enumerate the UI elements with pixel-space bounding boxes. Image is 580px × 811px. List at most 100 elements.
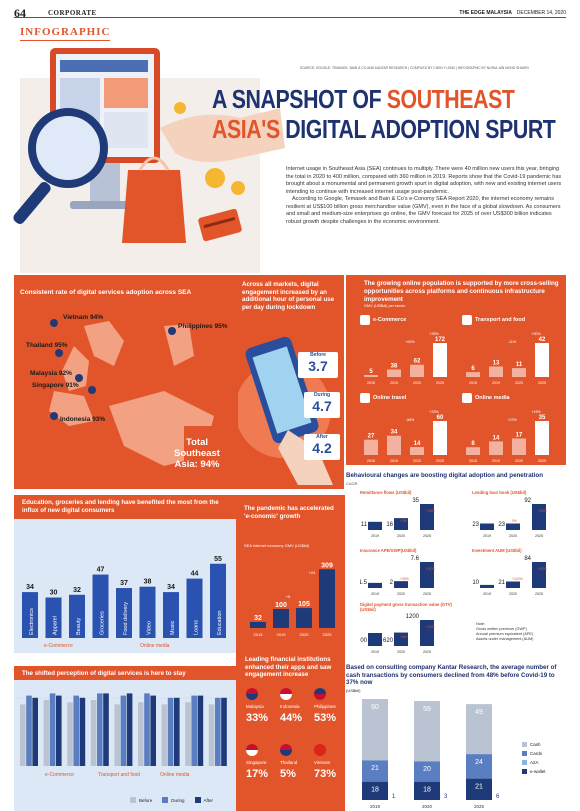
- shifted-title: The shifted perception of digital servic…: [22, 670, 186, 677]
- behaviour-card: Insurance APE/GWP(US$bil) 1.5 2019 2 2020 7.6…: [360, 548, 456, 600]
- sector-value: 14: [493, 435, 500, 441]
- economy-value: 309: [321, 562, 333, 569]
- main-title: A SNAPSHOT OF SOUTHEAST ASIA'S DIGITAL A…: [212, 84, 556, 144]
- financial-country: Philippines: [314, 704, 336, 709]
- shifted-bar: [32, 697, 38, 766]
- financial-value: 44%: [280, 712, 303, 724]
- total-sea: Total Southeast Asia: 94%: [158, 437, 236, 470]
- education-bar: [69, 594, 85, 638]
- legend-swatch: [522, 751, 527, 756]
- shifted-group: e-Commerce: [45, 772, 74, 778]
- sector-change: -58%: [406, 418, 415, 422]
- education-category: Education: [217, 611, 223, 635]
- sector-year: 2025: [436, 459, 444, 463]
- flag-stripe: [280, 688, 292, 694]
- sector-year: 2025: [436, 381, 444, 385]
- education-value: 34: [26, 584, 34, 591]
- behaviour-value: 23: [472, 522, 479, 528]
- intro-paragraph: Internet usage in Southeast Asia (SEA) c…: [286, 166, 562, 195]
- sector-icon: [360, 315, 370, 325]
- behaviour-value: 21: [498, 580, 505, 586]
- kantar-value: 20: [423, 766, 431, 773]
- shifted-legend: Before During After: [130, 797, 234, 803]
- shifted-bar: [161, 704, 168, 766]
- sector-year: 2020: [413, 381, 421, 385]
- sector-value: 27: [368, 434, 375, 440]
- shifted-bar: [197, 695, 204, 766]
- behaviour-year: 2019: [483, 592, 491, 596]
- behaviour-bar: [532, 562, 546, 588]
- total-line: Total: [186, 437, 208, 448]
- sector-year: 2025: [538, 459, 546, 463]
- shifted-bar: [26, 695, 32, 766]
- country-vietnam: Vietnam 94%: [63, 314, 103, 321]
- flag-stripe: [246, 694, 258, 700]
- sector-year: 2019: [390, 381, 398, 385]
- hero-illustration: [13, 48, 285, 273]
- sector-value: 8: [471, 441, 475, 447]
- flag-stripe: [280, 750, 292, 756]
- sector-card: Online media 8 2015 14 2019 17 2020 35 2025 +22% +…: [462, 391, 562, 465]
- behaviour-year: 2025: [535, 592, 543, 596]
- hours-value: 3.7: [308, 358, 328, 374]
- sector-chart: 6 2015 13 2019 11 2020 42 2025 -11% +30%: [466, 332, 549, 385]
- flag-stripe: [246, 744, 258, 750]
- kantar-value: 18: [423, 787, 431, 794]
- behaviour-bar: [506, 523, 520, 530]
- map-pin-icon: [55, 349, 63, 357]
- education-category: Food delivery: [123, 602, 129, 635]
- hours-value: 4.2: [312, 440, 332, 456]
- financial-country: Indonesia: [280, 704, 300, 709]
- shifted-bar: [221, 697, 227, 766]
- sector-value: 60: [437, 415, 444, 421]
- behaviour-charts: Remittance flows (US$bil) 11 2019 16 2020 35 2…: [360, 490, 566, 654]
- education-bar: [92, 574, 109, 638]
- sector-year: 2019: [492, 381, 500, 385]
- behaviour-bar: [532, 504, 546, 530]
- during-box: During 4.7: [304, 392, 340, 418]
- behaviour-value: 84: [524, 556, 531, 562]
- behaviour-year: 2020: [397, 592, 405, 596]
- flag-stripe: [280, 744, 292, 750]
- page-number: 64: [14, 6, 26, 20]
- legend-swatch: [162, 797, 169, 803]
- title-part: A SNAPSHOT OF: [212, 84, 382, 114]
- education-category: Apparel: [53, 616, 59, 635]
- flag-icon: [314, 688, 326, 700]
- legend-label: A2A: [530, 760, 539, 765]
- kantar-title: Based on consulting company Kantar Resea…: [346, 664, 557, 687]
- sector-change: +22%: [507, 418, 517, 422]
- shifted-bar: [144, 693, 150, 766]
- kantar-chart: 18 21 60 1 2019 18 20 59 3 2020 21 24 49 6 2025: [362, 699, 500, 809]
- financial-value: 73%: [314, 768, 337, 780]
- note-line: Note:: [476, 622, 486, 626]
- financial-cell: Vietnam 73%: [312, 744, 344, 796]
- behaviour-value: 11: [361, 522, 368, 528]
- economy-value: 105: [298, 601, 310, 608]
- sector-change: +30%: [531, 332, 541, 336]
- behaviour-year: 2020: [397, 534, 405, 538]
- education-value: 34: [167, 584, 175, 591]
- sector-year: 2020: [515, 381, 523, 385]
- flag-stripe: [314, 694, 326, 700]
- financial-country: Vietnam: [314, 760, 331, 765]
- map-pin-icon: [168, 327, 176, 335]
- behaviour-year: 2019: [371, 592, 379, 596]
- legend-label: Cash: [530, 742, 541, 747]
- after-box: After 4.2: [304, 434, 340, 460]
- behaviour-change: 0%: [512, 519, 517, 523]
- sector-year: 2015: [469, 381, 477, 385]
- kantar-value: 21: [371, 765, 379, 772]
- education-bar: [45, 597, 62, 638]
- sector-year: 2025: [538, 381, 546, 385]
- behaviour-value: 2: [390, 580, 394, 586]
- behaviour-value: 35: [412, 498, 419, 504]
- legend-label: Before: [139, 797, 153, 803]
- kantar-segment: [414, 761, 440, 782]
- sector-value: 42: [539, 337, 546, 343]
- shifted-group: Online media: [160, 772, 190, 778]
- behaviour-year: 2025: [535, 534, 543, 538]
- sea-map: [49, 321, 239, 486]
- economy-value: 32: [254, 615, 262, 622]
- behaviour-change: +30%: [400, 577, 409, 581]
